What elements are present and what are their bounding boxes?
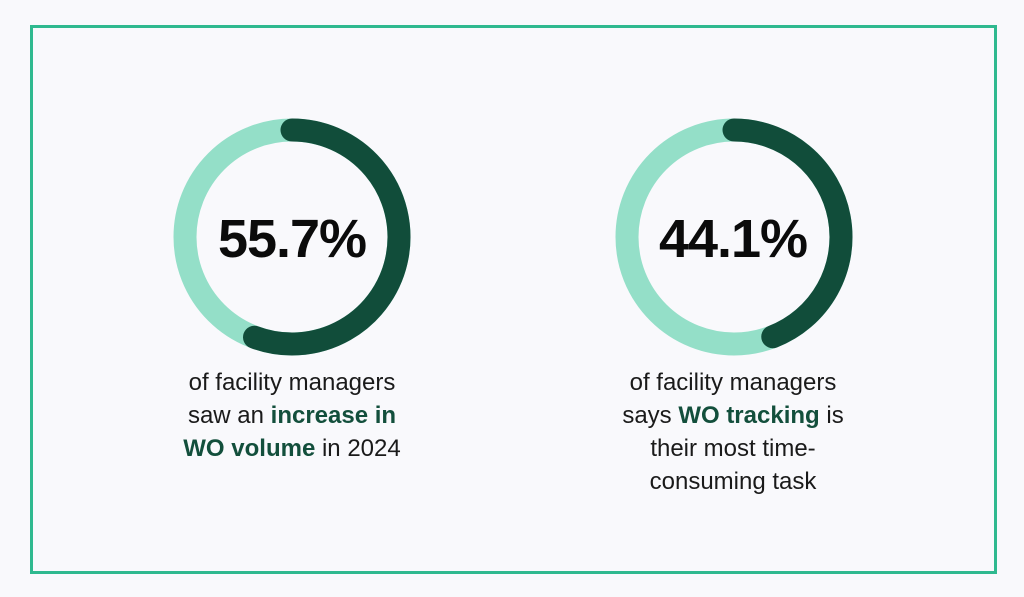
donut-value-arc (242, 118, 411, 356)
caption-wo-tracking: of facility managers says WO tracking is… (583, 366, 883, 498)
percent-label: 55.7% (217, 209, 367, 269)
infographic-frame (30, 25, 997, 574)
caption-line: their most time- (650, 435, 816, 462)
caption-increase-wo-volume: of facility managers saw an increase in … (142, 366, 442, 465)
caption-highlight: WO volume (183, 435, 316, 462)
caption-line: of facility managers (188, 369, 396, 396)
caption-text: saw an (187, 402, 271, 429)
caption-highlight: increase in (270, 402, 397, 429)
donut-value-arc (722, 118, 853, 349)
caption-text: says (622, 402, 679, 429)
caption-line: of facility managers (629, 369, 837, 396)
donut-chart-wo-tracking (615, 118, 853, 356)
caption-text: in 2024 (315, 435, 401, 462)
caption-text: is (819, 402, 844, 429)
percent-label: 44.1% (658, 209, 808, 269)
caption-line: consuming task (649, 468, 817, 495)
caption-highlight: WO tracking (678, 402, 820, 429)
donut-chart-increase-wo-volume (173, 118, 411, 356)
